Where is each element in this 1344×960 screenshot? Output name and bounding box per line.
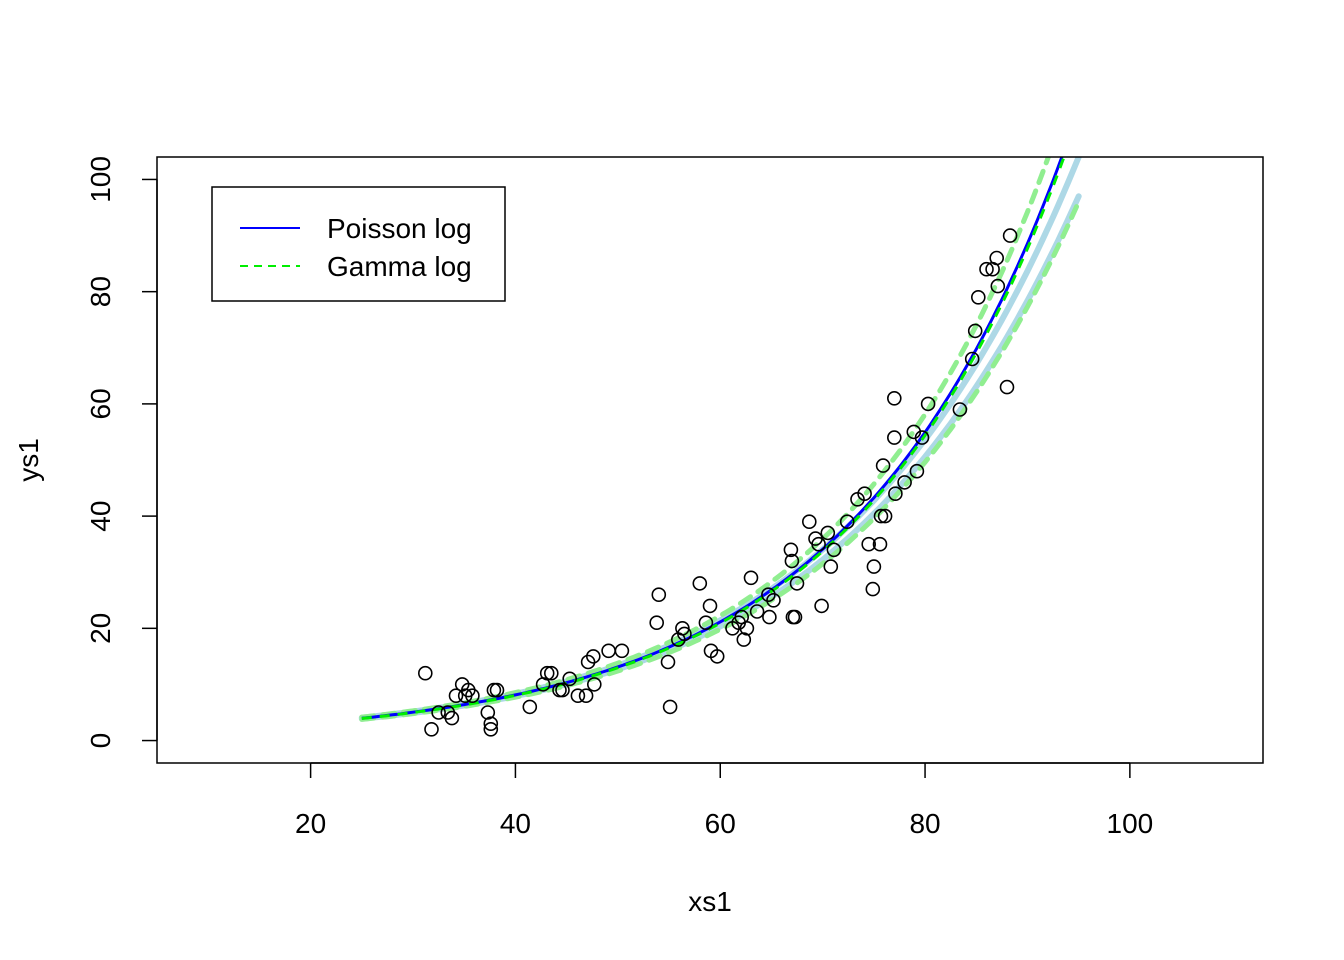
data-point: [614, 643, 630, 659]
data-point: [743, 570, 759, 586]
legend: Poisson log Gamma log: [211, 186, 506, 302]
data-point: [702, 598, 718, 614]
data-point: [964, 351, 980, 367]
data-point: [539, 665, 555, 681]
x-tick-label: 20: [295, 808, 326, 839]
y-tick-label: 40: [85, 501, 116, 532]
data-point: [873, 508, 889, 524]
data-point: [709, 649, 725, 664]
data-point: [886, 390, 902, 406]
data-point: [698, 615, 714, 631]
y-tick-label: 80: [85, 276, 116, 307]
data-point: [814, 598, 829, 614]
data-point: [562, 671, 578, 687]
data-point: [877, 508, 893, 524]
x-tick-label: 60: [705, 808, 736, 839]
data-point: [465, 688, 480, 704]
y-axis: 0 20 40 60 80 100: [85, 156, 158, 749]
data-point: [920, 396, 936, 412]
data-point: [762, 609, 777, 625]
data-point: [999, 379, 1015, 395]
data-point: [570, 688, 586, 704]
data-point: [444, 710, 460, 726]
data-point: [989, 250, 1005, 266]
data-point: [990, 278, 1006, 294]
y-tick-label: 60: [85, 388, 116, 419]
data-point: [586, 677, 602, 692]
data-point: [979, 261, 994, 277]
x-tick-label: 40: [500, 808, 531, 839]
data-point: [766, 592, 781, 608]
legend-gamma-label: Gamma log: [327, 251, 472, 282]
y-tick-label: 100: [85, 156, 116, 203]
y-tick-label: 20: [85, 613, 116, 644]
data-point: [555, 682, 570, 698]
data-point: [424, 721, 439, 737]
data-point: [489, 682, 505, 698]
data-point: [483, 721, 499, 737]
y-axis-label: ys1: [13, 438, 44, 482]
x-tick-label: 100: [1107, 808, 1154, 839]
data-point: [970, 289, 986, 305]
data-point: [888, 486, 903, 502]
data-point: [448, 688, 464, 704]
data-point: [649, 615, 665, 631]
legend-poisson-label: Poisson log: [327, 213, 472, 244]
x-axis: 20 40 60 80 100: [295, 762, 1154, 839]
data-point: [839, 514, 855, 530]
data-point: [811, 536, 826, 552]
data-point: [417, 665, 433, 681]
x-axis-label: xs1: [688, 886, 732, 917]
data-point: [783, 542, 799, 558]
data-point: [522, 699, 538, 715]
legend-box: [211, 186, 506, 302]
data-point: [789, 576, 805, 591]
data-point: [801, 514, 817, 530]
data-point: [662, 699, 678, 715]
poisson-fit-line: [361, 157, 1064, 720]
data-point: [660, 654, 676, 670]
data-point: [909, 463, 925, 479]
data-point: [866, 559, 882, 574]
data-point: [578, 688, 594, 704]
data-point: [431, 705, 446, 720]
data-point: [886, 430, 902, 445]
data-point: [692, 576, 708, 591]
data-point: [857, 486, 872, 502]
data-point: [480, 705, 496, 720]
data-point: [585, 649, 601, 664]
fit-lines: [361, 157, 1066, 720]
data-point: [952, 402, 968, 417]
data-point: [749, 604, 765, 619]
data-point: [875, 458, 891, 473]
data-point: [677, 626, 692, 642]
data-point: [787, 609, 803, 625]
data-point: [823, 559, 839, 574]
data-point: [967, 323, 983, 339]
data-point: [820, 525, 836, 541]
data-point: [651, 587, 667, 603]
data-points: [417, 228, 1018, 737]
data-point: [1002, 228, 1018, 243]
data-point: [784, 553, 800, 569]
data-point: [897, 475, 912, 490]
gamma-lower-band: [359, 199, 1082, 722]
data-point: [872, 536, 888, 552]
data-point: [739, 620, 755, 636]
x-tick-label: 80: [909, 808, 940, 839]
y-tick-label: 0: [85, 733, 116, 749]
data-point: [865, 581, 881, 597]
data-point: [826, 542, 842, 558]
data-point: [483, 716, 499, 732]
data-point: [914, 430, 930, 445]
data-point: [543, 665, 559, 681]
data-point: [861, 536, 877, 552]
